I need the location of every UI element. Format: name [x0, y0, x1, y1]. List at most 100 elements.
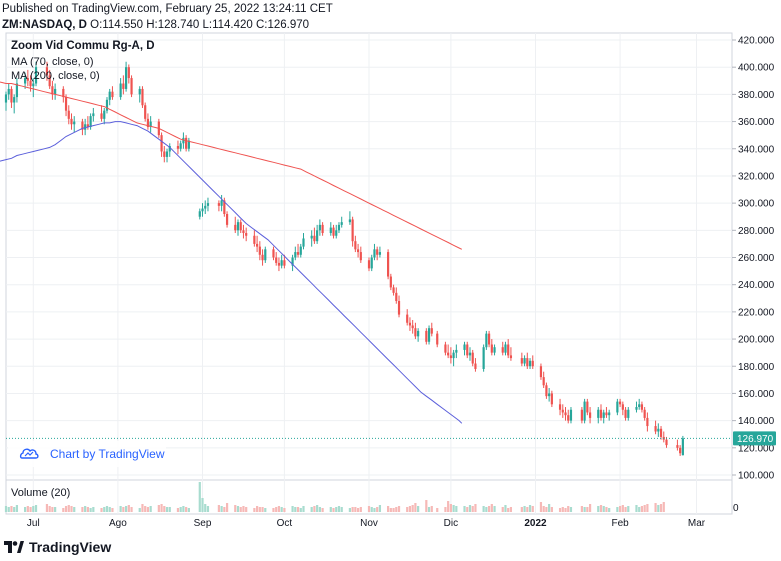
chart-legend: Zoom Vid Commu Rg-A, D MA (70, close, 0)… [11, 40, 155, 82]
watermark[interactable]: Chart by TradingView [8, 441, 166, 467]
candle-body [318, 224, 321, 231]
candle-body [70, 118, 73, 125]
x-tick-label: Jul [27, 518, 40, 529]
footer-brand: TradingView [29, 539, 112, 555]
volume-bar [474, 504, 477, 512]
volume-bar [204, 504, 207, 512]
y-tick-label: 100.000 [738, 471, 775, 482]
candle-body [236, 222, 240, 231]
volume-bar [165, 507, 169, 512]
candle-body [608, 412, 611, 416]
candle-body [665, 439, 668, 446]
candle-body [408, 322, 412, 326]
candle-body [635, 407, 638, 410]
volume-bar [654, 503, 657, 512]
volume-bar [141, 504, 144, 512]
volume-bar [539, 502, 543, 512]
candle-body [427, 328, 431, 342]
volume-bar [376, 507, 379, 512]
candle-body [168, 146, 171, 152]
volume-bar [545, 507, 548, 512]
y-tick-label: 420.000 [738, 36, 775, 47]
candle-body [51, 86, 54, 95]
volume-bar [550, 507, 553, 512]
candle-body [283, 260, 286, 266]
candle-body [466, 344, 469, 356]
volume-bar [646, 504, 649, 512]
y-tick-label: 300.000 [738, 199, 775, 210]
volume-bar [13, 507, 16, 512]
volume-bar [277, 506, 281, 512]
volume-bar [261, 507, 264, 512]
candle-body [239, 222, 242, 231]
volume-bar [618, 506, 622, 512]
candle-body [299, 246, 302, 255]
candle-body [302, 238, 305, 247]
volume-bar [523, 506, 526, 512]
candle-body [640, 404, 644, 410]
last-price-label: 126.970 [737, 434, 774, 445]
volume-bar [509, 507, 513, 512]
candle-body [359, 252, 362, 261]
candle-body [392, 287, 395, 293]
candle-body [564, 412, 567, 416]
volume-bar [223, 507, 226, 512]
candle-body [452, 352, 455, 359]
volume-bar [100, 508, 103, 512]
tradingview-logo-icon [4, 541, 24, 553]
volume-bar [659, 504, 663, 512]
candle-body [245, 233, 248, 236]
candle-body [417, 330, 420, 337]
candle-body [10, 88, 13, 103]
candle-body [272, 249, 275, 258]
volume-bar [299, 508, 302, 512]
volume-bar [198, 482, 201, 512]
volume-bar [51, 507, 54, 512]
volume-bar [108, 507, 111, 512]
volume-bar [163, 506, 166, 512]
candle-body [395, 292, 398, 301]
ma70-line [0, 121, 463, 424]
volume-bar [24, 507, 27, 512]
volume-bar [621, 505, 624, 512]
candle-body [81, 121, 84, 130]
candle-body [411, 325, 414, 329]
volume-bar [29, 507, 32, 512]
volume-bar [187, 508, 190, 512]
candle-body [92, 113, 95, 117]
footer-logo[interactable]: TradingView [4, 539, 111, 555]
volume-bar [662, 502, 665, 512]
candle-body [86, 124, 89, 127]
candle-body [24, 78, 27, 84]
candle-body [105, 99, 109, 111]
volume-bar [597, 506, 600, 512]
volume-axis-zero: 0 [733, 503, 739, 514]
volume-bar [356, 508, 360, 512]
volume-bar [447, 501, 450, 512]
candle-body [528, 360, 532, 367]
volume-bar [48, 506, 51, 512]
volume-bar [392, 508, 395, 512]
y-tick-label: 380.000 [738, 90, 775, 101]
volume-bar [217, 505, 220, 512]
volume-bar [411, 505, 414, 512]
candle-body [220, 200, 223, 206]
candle-body [430, 328, 433, 334]
candle-body [48, 75, 51, 87]
volume-bar [643, 505, 646, 512]
volume-bar [340, 507, 343, 512]
candle-body [242, 230, 245, 234]
volume-bar [272, 508, 275, 512]
volume-bar [34, 505, 38, 512]
candle-body [646, 417, 649, 427]
watermark-bg [8, 441, 166, 467]
volume-bar [406, 507, 409, 512]
candle-body [67, 110, 70, 119]
y-tick-label: 200.000 [738, 335, 775, 346]
y-tick-label: 140.000 [738, 416, 775, 427]
candle-body [602, 412, 605, 418]
y-tick-label: 240.000 [738, 280, 775, 291]
candle-body [4, 94, 8, 103]
y-tick-label: 340.000 [738, 144, 775, 155]
